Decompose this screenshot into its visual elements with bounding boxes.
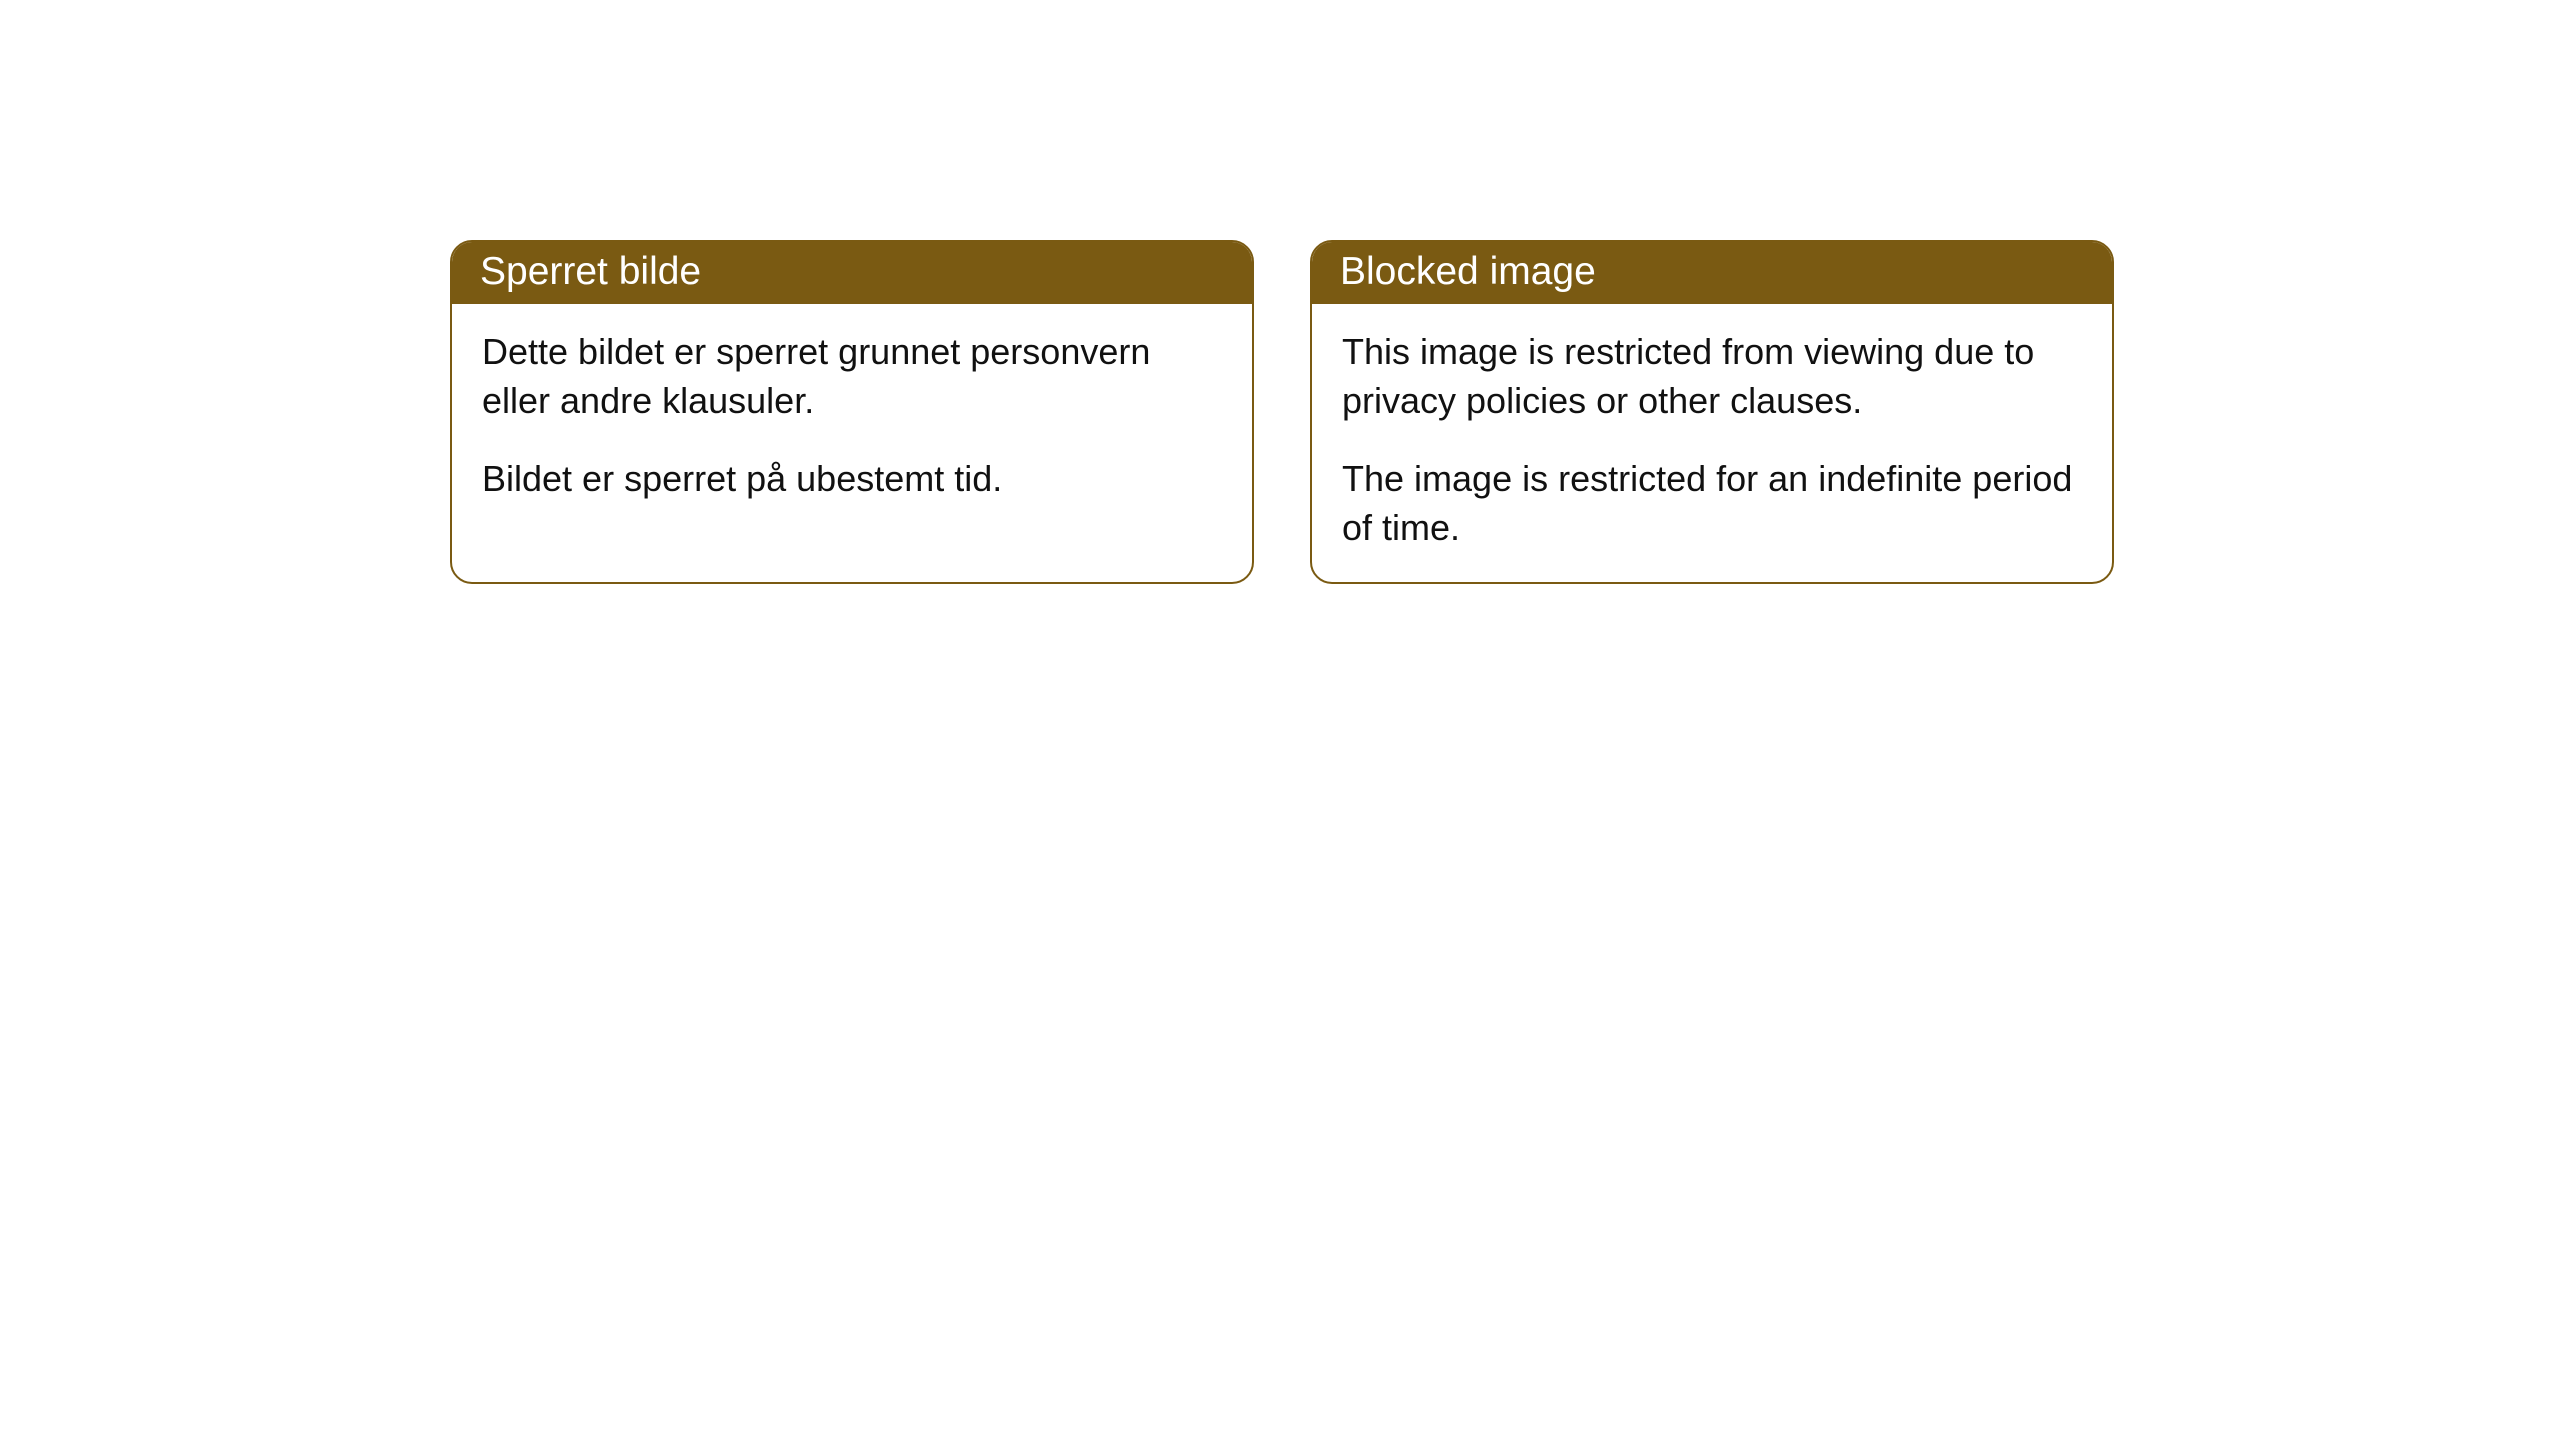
card-title: Sperret bilde [480,250,701,293]
notice-card-norwegian: Sperret bilde Dette bildet er sperret gr… [450,240,1254,584]
notice-cards-container: Sperret bilde Dette bildet er sperret gr… [450,240,2560,584]
card-header: Sperret bilde [452,242,1252,304]
card-body: This image is restricted from viewing du… [1312,304,2112,582]
card-title: Blocked image [1340,250,1596,293]
card-paragraph: This image is restricted from viewing du… [1342,328,2082,425]
card-paragraph: Bildet er sperret på ubestemt tid. [482,455,1222,504]
card-paragraph: The image is restricted for an indefinit… [1342,455,2082,552]
card-body: Dette bildet er sperret grunnet personve… [452,304,1252,534]
notice-card-english: Blocked image This image is restricted f… [1310,240,2114,584]
card-header: Blocked image [1312,242,2112,304]
card-paragraph: Dette bildet er sperret grunnet personve… [482,328,1222,425]
